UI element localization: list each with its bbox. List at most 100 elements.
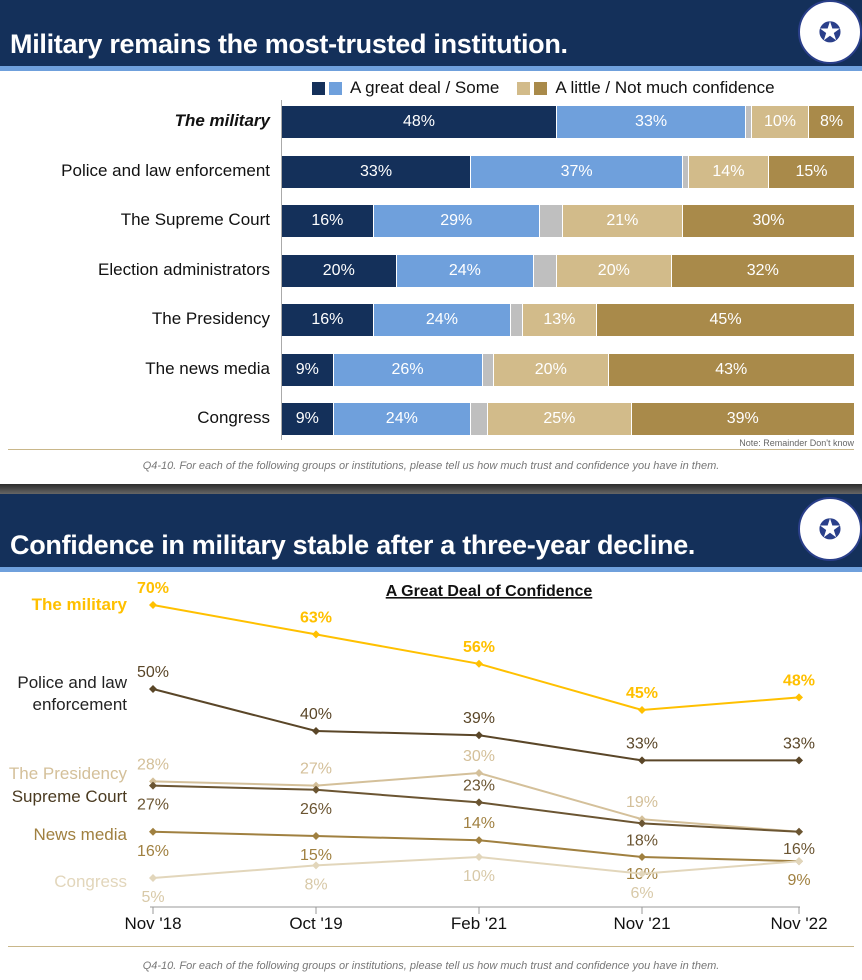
x-tick-label: Nov '22 bbox=[770, 914, 827, 933]
data-point bbox=[312, 861, 320, 870]
bar-segment-not-much: 39% bbox=[631, 403, 855, 435]
bar-segment-don-t-know bbox=[746, 106, 752, 138]
data-point bbox=[795, 693, 803, 702]
data-point bbox=[149, 827, 157, 836]
data-label: 8% bbox=[304, 876, 327, 893]
question-text: Q4-10. For each of the following groups … bbox=[142, 460, 720, 472]
slide2-header: Confidence in military stable after a th… bbox=[0, 494, 862, 567]
bar-segment-not-much: 30% bbox=[683, 205, 855, 237]
series-label: The Presidency bbox=[9, 764, 128, 783]
bar-row: 20% 24% 20% 32% bbox=[282, 254, 855, 287]
data-point bbox=[312, 785, 320, 794]
data-label: 5% bbox=[141, 889, 164, 906]
bar-segment-a-great-deal: 9% bbox=[282, 353, 334, 386]
data-point bbox=[795, 756, 803, 765]
data-label: 19% bbox=[626, 794, 658, 811]
data-point bbox=[638, 819, 646, 828]
bar-segment-some: 29% bbox=[373, 205, 540, 237]
bar-segment-a-great-deal: 16% bbox=[282, 205, 374, 237]
data-point bbox=[638, 815, 646, 824]
bar-label: Police and law enforcement bbox=[61, 160, 270, 180]
data-point bbox=[312, 630, 320, 639]
bar-segment-don-t-know bbox=[511, 304, 523, 336]
bar-label: The Presidency bbox=[151, 309, 270, 328]
data-point bbox=[638, 853, 646, 861]
slide1-title: Military remains the most-trusted instit… bbox=[10, 29, 568, 59]
data-label: 70% bbox=[137, 580, 169, 597]
data-point bbox=[312, 781, 320, 790]
bar-segment-a-little: 20% bbox=[493, 353, 609, 386]
x-tick-label: Oct '19 bbox=[289, 914, 342, 933]
bar-segment-some: 26% bbox=[333, 353, 483, 386]
bar-row: 16% 29% 21% 30% bbox=[282, 205, 855, 237]
data-label: 28% bbox=[137, 756, 169, 773]
data-label: 63% bbox=[300, 609, 332, 626]
data-label: 45% bbox=[626, 685, 658, 702]
data-label: 15% bbox=[300, 847, 332, 864]
data-label: 30% bbox=[463, 748, 495, 765]
data-point bbox=[795, 857, 803, 866]
divider bbox=[8, 946, 854, 947]
data-label: 33% bbox=[783, 735, 815, 752]
data-label: 23% bbox=[463, 777, 495, 794]
bar-segment-some: 24% bbox=[373, 304, 512, 336]
bar-row: 33% 37% 14% 15% bbox=[282, 155, 855, 188]
data-label: 48% bbox=[783, 672, 815, 689]
bar-segment-some: 24% bbox=[396, 254, 535, 287]
question-text: Q4-10. For each of the following groups … bbox=[142, 960, 720, 972]
data-label: 27% bbox=[137, 797, 169, 814]
bar-segment-a-great-deal: 33% bbox=[282, 155, 472, 188]
data-point bbox=[475, 798, 483, 807]
data-label: 26% bbox=[300, 801, 332, 818]
data-label: 10% bbox=[463, 868, 495, 885]
series-label: Supreme Court bbox=[12, 787, 128, 806]
data-label: 18% bbox=[626, 832, 658, 849]
data-label: 27% bbox=[300, 761, 332, 778]
series-label: News media bbox=[33, 825, 127, 844]
legend-positive: A great deal / Some bbox=[350, 78, 500, 97]
data-point bbox=[312, 727, 320, 735]
bar-label: The military bbox=[174, 111, 270, 130]
stripe bbox=[0, 567, 862, 572]
bar-segment-a-little: 25% bbox=[488, 403, 632, 435]
bar-segment-a-great-deal: 48% bbox=[282, 106, 558, 138]
bar-segment-don-t-know bbox=[683, 155, 689, 188]
x-tick-label: Nov '21 bbox=[613, 914, 670, 933]
data-label: 33% bbox=[626, 735, 658, 752]
bar-segment-not-much: 43% bbox=[608, 353, 855, 386]
legend: A great deal / Some A little / Not much … bbox=[312, 78, 775, 98]
data-label: 14% bbox=[463, 815, 495, 832]
data-label: 6% bbox=[630, 885, 653, 902]
data-label: 16% bbox=[137, 843, 169, 860]
bar-row: 9% 24% 25% 39% bbox=[282, 403, 855, 435]
legend-swatch-some bbox=[329, 81, 342, 95]
bar-label: Congress bbox=[197, 408, 270, 427]
bar-row: 9% 26% 20% 43% bbox=[282, 353, 855, 386]
bar-segment-don-t-know bbox=[534, 254, 558, 287]
bar-segment-a-little: 13% bbox=[522, 304, 598, 336]
chart-title: A Great Deal of Confidence bbox=[386, 583, 593, 600]
data-point bbox=[475, 769, 483, 777]
data-point bbox=[475, 853, 483, 861]
bar-label: The news media bbox=[145, 358, 270, 378]
slide2-title: Confidence in military stable after a th… bbox=[10, 530, 696, 560]
series-label: The military bbox=[32, 595, 128, 614]
bar-row: 48% 33% 10% 8% bbox=[282, 106, 855, 138]
bar-segment-not-much: 15% bbox=[769, 155, 855, 188]
data-point bbox=[312, 832, 320, 840]
bar-segment-some: 37% bbox=[471, 155, 684, 188]
bar-segment-don-t-know bbox=[539, 205, 563, 237]
bar-segment-not-much: 32% bbox=[671, 254, 855, 287]
data-point bbox=[149, 874, 157, 882]
data-label: 16% bbox=[783, 841, 815, 858]
divider bbox=[8, 449, 854, 450]
data-point bbox=[475, 659, 483, 668]
bar-segment-some: 33% bbox=[557, 106, 747, 138]
legend-swatch-a-little bbox=[517, 81, 531, 95]
data-point bbox=[149, 781, 157, 790]
slide-separator bbox=[0, 484, 862, 494]
legend-negative: A little / Not much confidence bbox=[555, 78, 775, 97]
data-label: 9% bbox=[787, 872, 810, 889]
data-label: 39% bbox=[463, 710, 495, 727]
data-point bbox=[149, 601, 157, 609]
